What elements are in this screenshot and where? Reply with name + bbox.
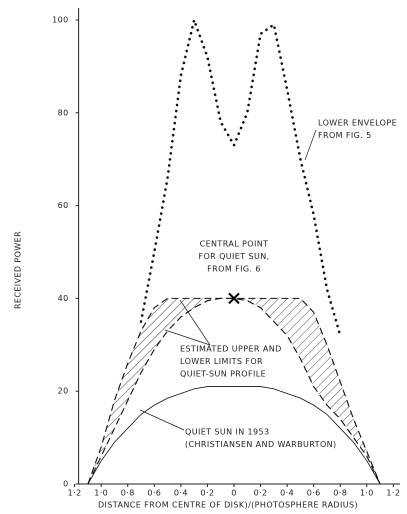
y-tick-label: 0 — [63, 480, 69, 489]
x-axis-label: DISTANCE FROM CENTRE OF DISK)/(PHOTOSPHE… — [98, 501, 358, 510]
series-line — [87, 386, 381, 485]
x-tick-label: 0·8 — [121, 489, 135, 498]
x-tick-label: 0·6 — [307, 489, 321, 498]
leader-line — [179, 299, 211, 346]
annotation: FROM FIG. 6 — [207, 265, 261, 274]
leader-line — [139, 409, 185, 431]
annotation: FROM FIG. 5 — [318, 131, 372, 140]
x-tick-label: 1·0 — [360, 489, 374, 498]
x-tick-label: 0·4 — [174, 489, 188, 498]
annotation: LOWER ENVELOPE — [318, 119, 397, 128]
annotation: QUIET-SUN PROFILE — [180, 370, 266, 379]
annotation: FOR QUIET SUN, — [198, 252, 269, 261]
x-tick-label: 0·2 — [200, 489, 214, 498]
x-tick-label: 0·8 — [333, 489, 347, 498]
leader-line — [304, 129, 317, 161]
annotation: LOWER LIMITS FOR — [180, 357, 263, 366]
y-axis-label: RECEIVED POWER — [14, 231, 23, 309]
annotation: QUIET SUN IN 1953 — [185, 428, 270, 437]
leader-line — [164, 329, 211, 346]
x-tick-label: 0·4 — [280, 489, 294, 498]
series-line — [87, 297, 381, 485]
x-tick-label: 0·2 — [254, 489, 268, 498]
annotation: ESTIMATED UPPER AND — [180, 345, 282, 354]
x-tick-label: 1·2 — [386, 489, 400, 498]
x-tick-label: 1·2 — [68, 489, 82, 498]
central-point — [228, 292, 240, 305]
y-tick-label: 100 — [52, 15, 68, 24]
y-tick-label: 20 — [58, 387, 69, 396]
annotation: (CHRISTIANSEN AND WARBURTON) — [185, 440, 337, 449]
y-tick-label: 40 — [58, 294, 69, 303]
hatch-band — [87, 298, 381, 484]
series-line — [139, 15, 342, 337]
x-tick-label: 0·6 — [147, 489, 161, 498]
x-tick-label: 1·0 — [94, 489, 108, 498]
x-tick-label: 0 — [231, 489, 237, 498]
y-tick-label: 60 — [58, 201, 69, 210]
y-tick-label: 80 — [58, 108, 69, 117]
annotation: CENTRAL POINT — [200, 240, 269, 249]
